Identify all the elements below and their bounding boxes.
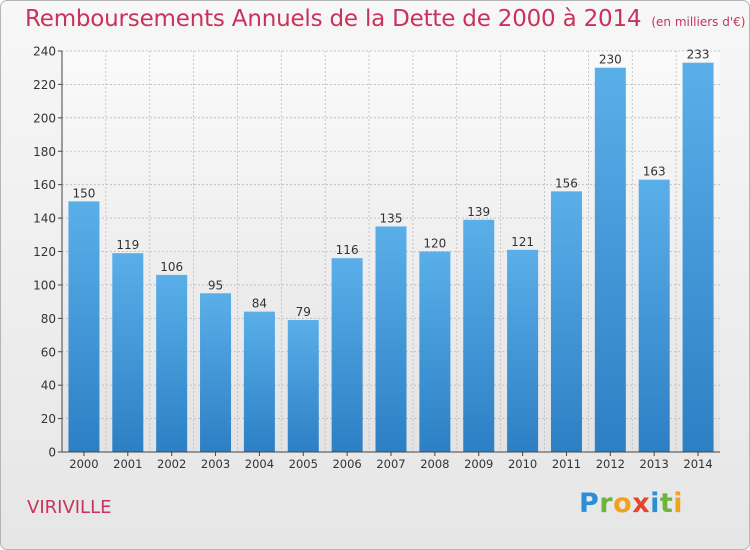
- bar: [287, 320, 319, 452]
- x-tick-label: 2000: [69, 457, 98, 471]
- chart-title-text: Remboursements Annuels de la Dette de 20…: [25, 6, 642, 32]
- bar: [156, 274, 188, 452]
- y-tick-label: 20: [41, 412, 56, 426]
- logo-letter: r: [599, 488, 614, 519]
- x-tick-label: 2006: [332, 457, 361, 471]
- chart-unit-note: (en milliers d'€): [651, 15, 746, 29]
- bar: [331, 258, 363, 452]
- bar: [682, 62, 714, 453]
- x-tick-label: 2005: [289, 457, 318, 471]
- y-tick-label: 140: [33, 212, 56, 226]
- logo-letter: x: [632, 488, 651, 519]
- y-tick-label: 200: [33, 111, 56, 125]
- x-tick-label: 2007: [376, 457, 405, 471]
- bar: [463, 219, 495, 452]
- x-tick-label: 2003: [201, 457, 230, 471]
- bar: [638, 179, 670, 452]
- x-tick-label: 2009: [464, 457, 493, 471]
- logo-letter: o: [613, 488, 633, 519]
- bar: [550, 191, 582, 452]
- logo-letter: P: [579, 488, 600, 519]
- x-tick-label: 2001: [113, 457, 142, 471]
- x-tick-label: 2013: [640, 457, 669, 471]
- bar-value-label: 121: [511, 235, 534, 249]
- x-tick-label: 2002: [157, 457, 186, 471]
- bar-value-label: 150: [72, 186, 95, 200]
- bar: [419, 251, 451, 452]
- x-tick-label: 2010: [508, 457, 537, 471]
- y-tick-label: 40: [41, 379, 56, 393]
- bar: [375, 226, 407, 452]
- bar-value-label: 230: [599, 53, 622, 67]
- y-tick-label: 100: [33, 278, 56, 292]
- y-tick-label: 80: [41, 312, 56, 326]
- logo-letter: t: [659, 488, 674, 519]
- bar: [507, 249, 539, 452]
- x-tick-label: 2014: [683, 457, 712, 471]
- y-tick-label: 60: [41, 345, 56, 359]
- bar-value-label: 116: [336, 243, 359, 257]
- bar: [112, 253, 144, 452]
- bar: [200, 293, 232, 452]
- bar-value-label: 79: [296, 305, 311, 319]
- bar-value-label: 139: [467, 205, 490, 219]
- x-tick-label: 2012: [596, 457, 625, 471]
- y-tick-label: 120: [33, 245, 56, 259]
- bar-value-label: 135: [380, 211, 403, 225]
- proxiti-logo: Proxiti: [579, 488, 683, 519]
- x-tick-label: 2004: [245, 457, 274, 471]
- bar: [68, 201, 100, 452]
- bar: [594, 67, 626, 452]
- logo-letter: i: [650, 488, 660, 519]
- bar: [243, 311, 275, 452]
- bar-value-label: 95: [208, 278, 223, 292]
- bar-value-label: 119: [116, 238, 139, 252]
- chart-title: Remboursements Annuels de la Dette de 20…: [25, 6, 745, 32]
- y-tick-label: 180: [33, 145, 56, 159]
- y-tick-label: 240: [33, 45, 56, 59]
- bar-value-label: 233: [687, 48, 710, 62]
- bar-value-label: 120: [423, 237, 446, 251]
- bar-value-label: 156: [555, 176, 578, 190]
- bar-value-label: 84: [252, 297, 267, 311]
- y-tick-label: 0: [48, 446, 56, 460]
- y-tick-label: 160: [33, 178, 56, 192]
- x-tick-label: 2011: [552, 457, 581, 471]
- commune-name: VIRIVILLE: [27, 497, 112, 518]
- bar-value-label: 163: [643, 165, 666, 179]
- bar-value-label: 106: [160, 260, 183, 274]
- x-tick-label: 2008: [420, 457, 449, 471]
- logo-letter: i: [673, 488, 684, 519]
- y-tick-label: 220: [33, 78, 56, 92]
